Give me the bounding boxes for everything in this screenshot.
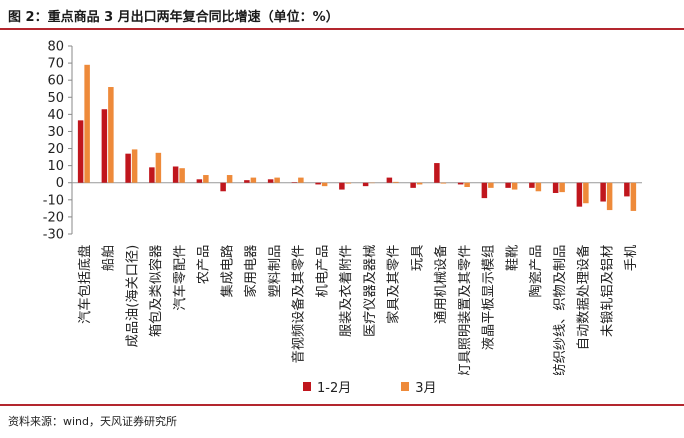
x-category-label: 纺织纱线、织物及制品 [552,245,568,375]
bar-series-2 [226,175,233,183]
x-category-label: 家具及其零件 [385,245,402,324]
bar-series-1 [576,182,583,207]
bar-series-1 [529,182,535,188]
legend-label-series-2: 3月 [415,381,437,396]
x-category-label: 服装及衣着附件 [337,245,354,337]
x-category-label: 箱包及类似容器 [147,245,164,337]
bar-series-2 [583,182,589,204]
x-category-label: 自动数据处理设备 [575,245,592,351]
x-category-label: 玩具 [410,245,425,271]
x-category-label: 鞋靴 [504,245,520,271]
x-category-label: 通用机械设备 [432,245,449,324]
bar-series-1 [77,120,84,183]
y-tick-label: -20 [43,210,64,225]
bar-series-1 [149,167,155,183]
bar-series-1 [172,166,179,183]
bar-series-1 [267,179,274,183]
title-rule [0,28,684,30]
bar-chart: -30 -20 -10 0 10 20 30 40 50 60 70 80 汽车包括底盘 船舶 成品油(海关… [43,40,642,375]
legend-label-series-1: 1-2月 [317,381,352,396]
x-category-label: 灯具照明装置及其零件 [457,245,473,375]
y-tick-label: 30 [47,125,64,140]
bar-series-1 [457,182,464,185]
legend-item-series-2: 3月 [401,377,437,396]
x-category-label: 农产品 [196,245,212,285]
bar-series-2 [274,177,280,183]
bar-series-2 [535,182,542,192]
y-tick-label: 0 [56,176,64,191]
y-tick-label: 60 [47,74,64,89]
x-category-label: 汽车零配件 [171,245,188,311]
bar-series-1 [386,177,393,183]
y-tick-label: 20 [47,142,64,157]
bar-series-2 [155,152,162,183]
bar-series-2 [321,182,328,187]
x-category-label: 医疗仪器及器械 [362,245,378,337]
x-category-label: 音视频设备及其零件 [290,245,307,364]
bar-series-2 [298,177,304,183]
bar-series-2 [393,181,399,183]
bar-series-1 [552,182,559,193]
bar-series-1 [410,182,416,188]
bar-series-1 [315,182,321,185]
bar-series-1 [125,153,131,183]
y-tick-label: 70 [47,57,64,72]
bar-series-2 [345,182,352,184]
bar-series-1 [481,182,488,199]
x-category-label: 家用电器 [242,245,259,298]
bar-series-2 [84,64,90,183]
x-category-label: 机电产品 [314,245,330,298]
y-tick-label: -10 [43,193,64,208]
bar-series-2 [203,175,209,183]
bar-series-1 [362,182,369,187]
x-category-label: 成品油(海关口径) [124,245,140,348]
x-category-label: 手机 [623,245,639,271]
bar-series-2 [416,182,423,185]
bar-series-2 [488,182,494,188]
bar-series-2 [630,182,637,211]
bar-series-1 [196,179,203,183]
x-category-label: 液晶平板显示模组 [481,245,497,351]
legend-swatch-series-1 [303,382,311,391]
bar-series-1 [339,182,345,190]
y-tick-label: 40 [47,108,64,123]
bar-series-2 [440,182,447,184]
bar-series-2 [606,182,613,211]
x-category-label: 未锻轧铝及铝材 [599,245,615,337]
x-category-label: 陶瓷产品 [528,245,544,298]
y-tick-label: -30 [43,228,64,243]
bar-series-2 [464,182,470,187]
x-category-label: 汽车包括底盘 [76,245,93,324]
y-tick-label: 50 [47,91,64,106]
bar-series-1 [220,182,226,192]
bar-series-2 [131,149,138,183]
legend: 1-2月 3月 [303,377,437,396]
bar-series-1 [624,182,630,197]
bar-series-2 [108,87,114,183]
y-tick-label: 80 [47,40,64,55]
y-tick-label: 10 [47,159,64,174]
bar-series-1 [505,182,511,188]
bar-series-1 [101,109,108,183]
bar-series-1 [600,182,606,202]
bar-series-2 [511,182,518,190]
bar-series-2 [179,168,185,183]
source-note: 资料来源：wind，天风证券研究所 [8,415,178,428]
chart-title: 图 2：重点商品 3 月出口两年复合同比增速（单位：%） [8,10,339,25]
bar-series-2 [250,177,257,183]
x-category-label: 集成电路 [219,245,235,298]
x-category-label: 塑料制品 [267,245,283,298]
bar-series-2 [559,182,565,193]
legend-swatch-series-2 [401,382,410,391]
bar-series-1 [291,182,298,183]
legend-item-series-1: 1-2月 [303,377,351,396]
bar-series-1 [244,180,250,183]
x-category-label: 船舶 [101,245,117,271]
bar-series-1 [434,163,440,183]
source-rule [0,404,684,406]
